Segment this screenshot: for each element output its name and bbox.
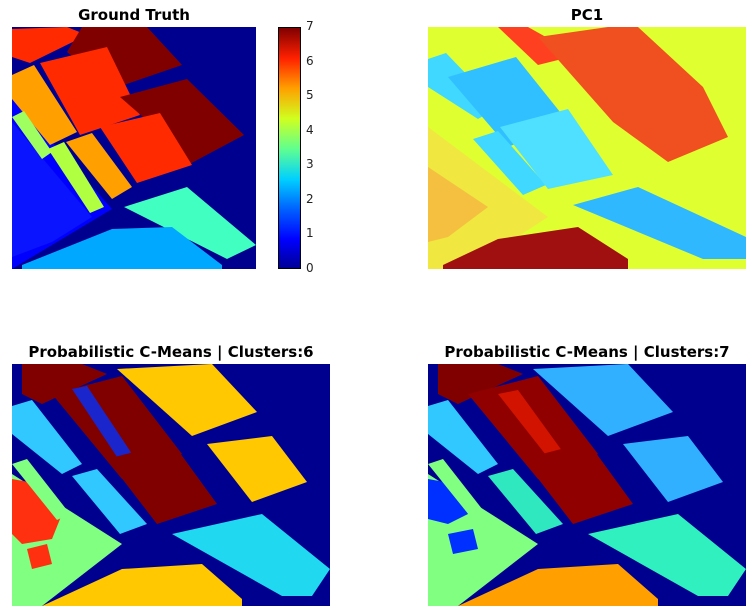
- colorbar: [278, 27, 301, 269]
- colorbar-tick-label: 1: [306, 226, 314, 240]
- colorbar-tick-label: 7: [306, 19, 314, 33]
- ground-truth-title: Ground Truth: [12, 6, 256, 24]
- colorbar-tick-label: 4: [306, 123, 314, 137]
- pcm6-image: [12, 364, 330, 606]
- colorbar-tick-label: 5: [306, 88, 314, 102]
- pcm7-title: Probabilistic C-Means | Clusters:7: [428, 343, 746, 361]
- ground-truth-image: [12, 27, 256, 269]
- pc1-title: PC1: [428, 6, 746, 24]
- colorbar-tick-label: 0: [306, 261, 314, 275]
- colorbar-tick-label: 2: [306, 192, 314, 206]
- colorbar-tick-label: 6: [306, 54, 314, 68]
- colorbar-tick-label: 3: [306, 157, 314, 171]
- pcm6-title: Probabilistic C-Means | Clusters:6: [12, 343, 330, 361]
- pcm7-image: [428, 364, 746, 606]
- pc1-image: [428, 27, 746, 269]
